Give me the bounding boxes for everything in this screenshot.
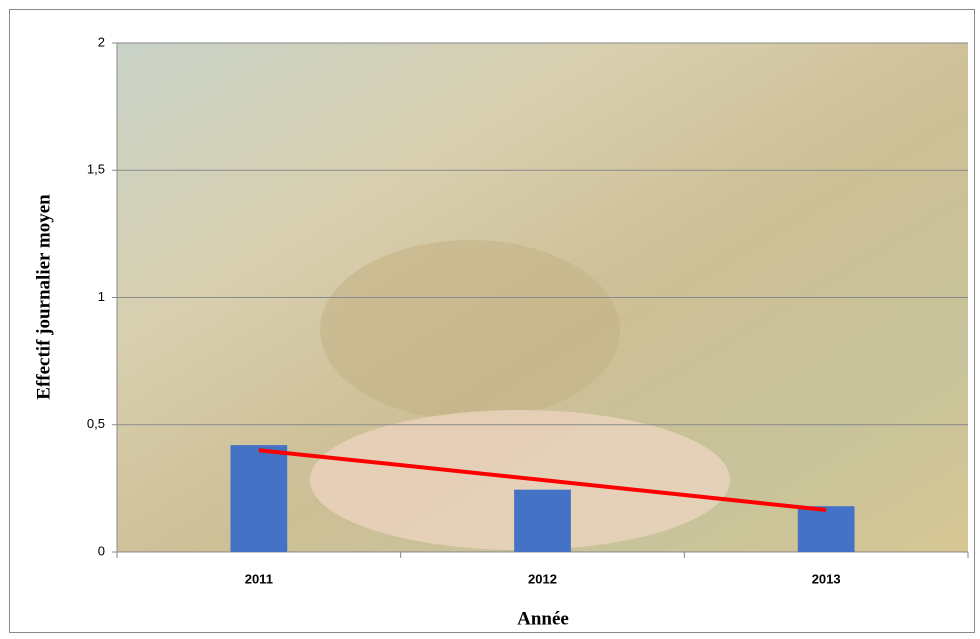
- y-tick-label: 0,5: [87, 416, 105, 431]
- bar: [514, 489, 571, 552]
- x-tick-label: 2011: [245, 571, 273, 586]
- y-tick-label: 1: [98, 289, 105, 304]
- y-tick-label: 1,5: [87, 162, 105, 177]
- bar: [797, 506, 855, 552]
- y-tick-label: 0: [98, 543, 105, 558]
- x-axis-title: Année: [517, 608, 569, 629]
- bar: [230, 445, 288, 552]
- photo-bird: [320, 240, 620, 420]
- photo-hand: [310, 410, 730, 550]
- y-tick-label: 2: [98, 34, 105, 49]
- y-axis-title: Effectif journalier moyen: [33, 194, 54, 400]
- trend-line: [258, 448, 827, 512]
- x-tick-label: 2013: [812, 571, 841, 586]
- x-tick-label: 2012: [528, 571, 557, 586]
